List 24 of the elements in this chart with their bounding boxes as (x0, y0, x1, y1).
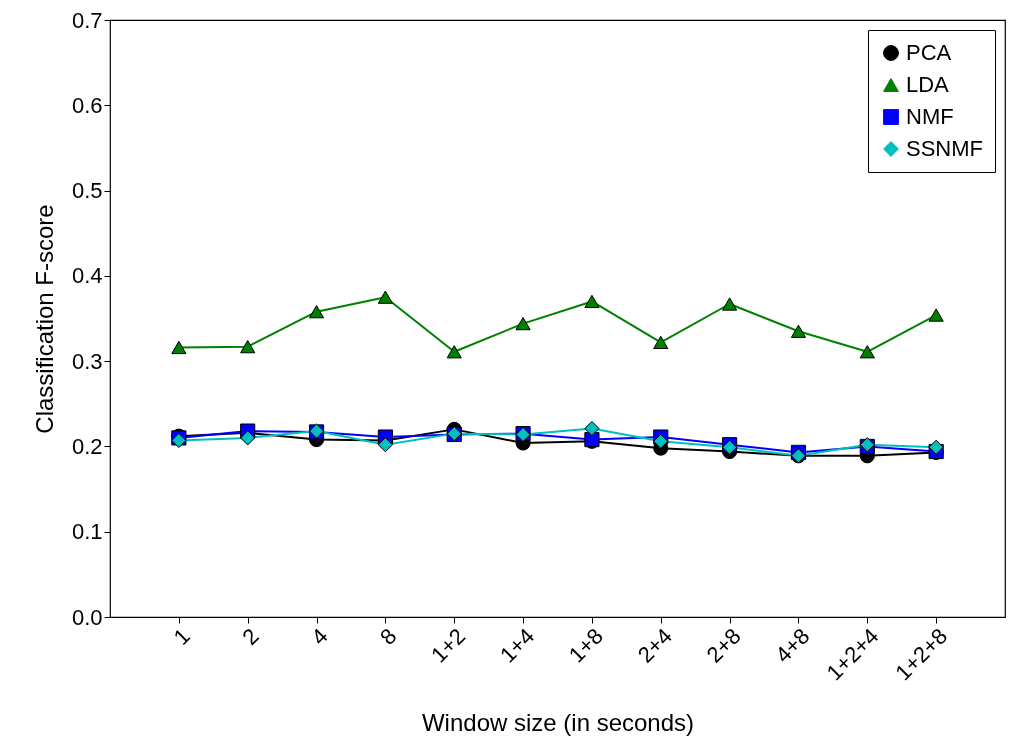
y-tick-label: 0.7 (71, 7, 103, 33)
legend-label: PCA (906, 40, 952, 65)
y-axis-title: Classification F-score (30, 204, 58, 434)
y-tick-label: 0.3 (71, 348, 103, 374)
legend-label: NMF (906, 104, 954, 129)
x-tick-label: 1+8 (563, 623, 608, 668)
y-tick-label: 0.1 (71, 519, 103, 545)
x-tick-label: 1+4 (495, 623, 540, 668)
y-tick-label: 0.4 (71, 263, 103, 289)
x-tick-label: 2+4 (632, 623, 677, 668)
y-tick-label: 0.5 (71, 178, 103, 204)
x-tick-label: 2 (237, 623, 264, 650)
y-tick-label: 0.0 (71, 604, 103, 630)
x-tick-label: 4+8 (770, 623, 815, 668)
x-tick-label: 2+8 (701, 623, 746, 668)
x-tick-label: 1+2 (426, 623, 471, 668)
legend-label: LDA (906, 72, 950, 97)
x-axis-title: Window size (in seconds) (421, 709, 695, 737)
x-tick-label: 4 (306, 623, 333, 650)
y-tick-label: 0.2 (71, 433, 103, 459)
legend-label: SSNMF (906, 136, 983, 161)
x-tick-label: 1 (168, 623, 195, 650)
y-tick-label: 0.6 (71, 92, 103, 118)
x-tick-label: 8 (375, 623, 402, 650)
